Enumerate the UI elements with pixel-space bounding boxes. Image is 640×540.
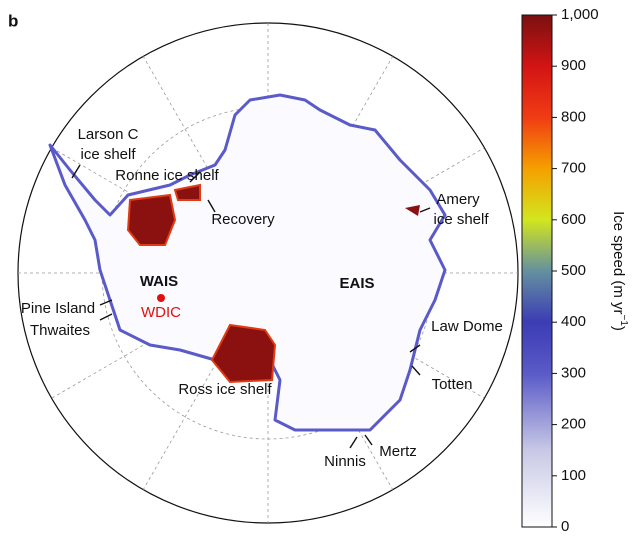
colorbar-ramp bbox=[521, 14, 553, 528]
colorbar-tick-label: 100 bbox=[561, 467, 586, 484]
colorbar: Ice speed (m yr−1) 0 100 200 300 400 500 600 70… bbox=[521, 6, 629, 535]
colorbar-tick-label: 800 bbox=[561, 108, 586, 125]
map-label: Ross ice shelf bbox=[178, 381, 272, 398]
map-label: Pine Island bbox=[21, 300, 95, 317]
label-text: Ice speed (m yr bbox=[610, 211, 627, 314]
map-label: WDIC bbox=[141, 304, 181, 321]
map: Larson C ice shelf Ronne ice shelf Recov… bbox=[17, 22, 519, 524]
colorbar-tick-label: 400 bbox=[561, 313, 586, 330]
filchner-shelf bbox=[173, 183, 201, 201]
map-label: Ninnis bbox=[324, 453, 366, 470]
colorbar-tick-label: 600 bbox=[561, 211, 586, 228]
amery-shelf bbox=[405, 205, 420, 216]
colorbar-tick-label: 0 bbox=[561, 518, 569, 535]
ronne-shelf bbox=[126, 193, 177, 246]
map-label: Thwaites bbox=[30, 322, 90, 339]
colorbar-tick-label: 1,000 bbox=[561, 6, 599, 23]
ross-shelf bbox=[210, 323, 277, 384]
map-label: EAIS bbox=[339, 275, 374, 292]
map-label: WAIS bbox=[140, 273, 178, 290]
colorbar-tick-label: 200 bbox=[561, 416, 586, 433]
map-label: Recovery bbox=[211, 211, 275, 228]
wdic-marker bbox=[157, 294, 165, 302]
map-label: ice shelf bbox=[433, 211, 489, 228]
colorbar-tick-label: 900 bbox=[561, 57, 586, 74]
label-end: ) bbox=[610, 326, 627, 331]
colorbar-tick-label: 500 bbox=[561, 262, 586, 279]
map-label: Ronne ice shelf bbox=[115, 167, 219, 184]
panel-label: b bbox=[8, 11, 18, 30]
map-label: ice shelf bbox=[80, 146, 136, 163]
map-label: Law Dome bbox=[431, 318, 503, 335]
map-label: Amery bbox=[436, 191, 480, 208]
colorbar-tick-label: 300 bbox=[561, 364, 586, 381]
map-label: Larson C bbox=[78, 126, 139, 143]
antarctica bbox=[48, 93, 447, 432]
colorbar-label: Ice speed (m yr−1) bbox=[610, 211, 629, 331]
map-label: Mertz bbox=[379, 443, 417, 460]
label-sup: −1 bbox=[618, 314, 629, 326]
arrows bbox=[71, 164, 431, 449]
map-label: Totten bbox=[432, 376, 473, 393]
colorbar-tick-label: 700 bbox=[561, 160, 586, 177]
